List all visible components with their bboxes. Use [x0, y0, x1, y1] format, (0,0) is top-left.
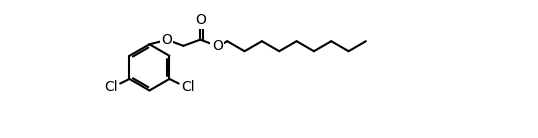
- Text: O: O: [195, 13, 206, 27]
- Text: Cl: Cl: [104, 80, 118, 94]
- Text: Cl: Cl: [181, 80, 195, 94]
- Text: O: O: [212, 39, 223, 53]
- Text: O: O: [161, 33, 172, 47]
